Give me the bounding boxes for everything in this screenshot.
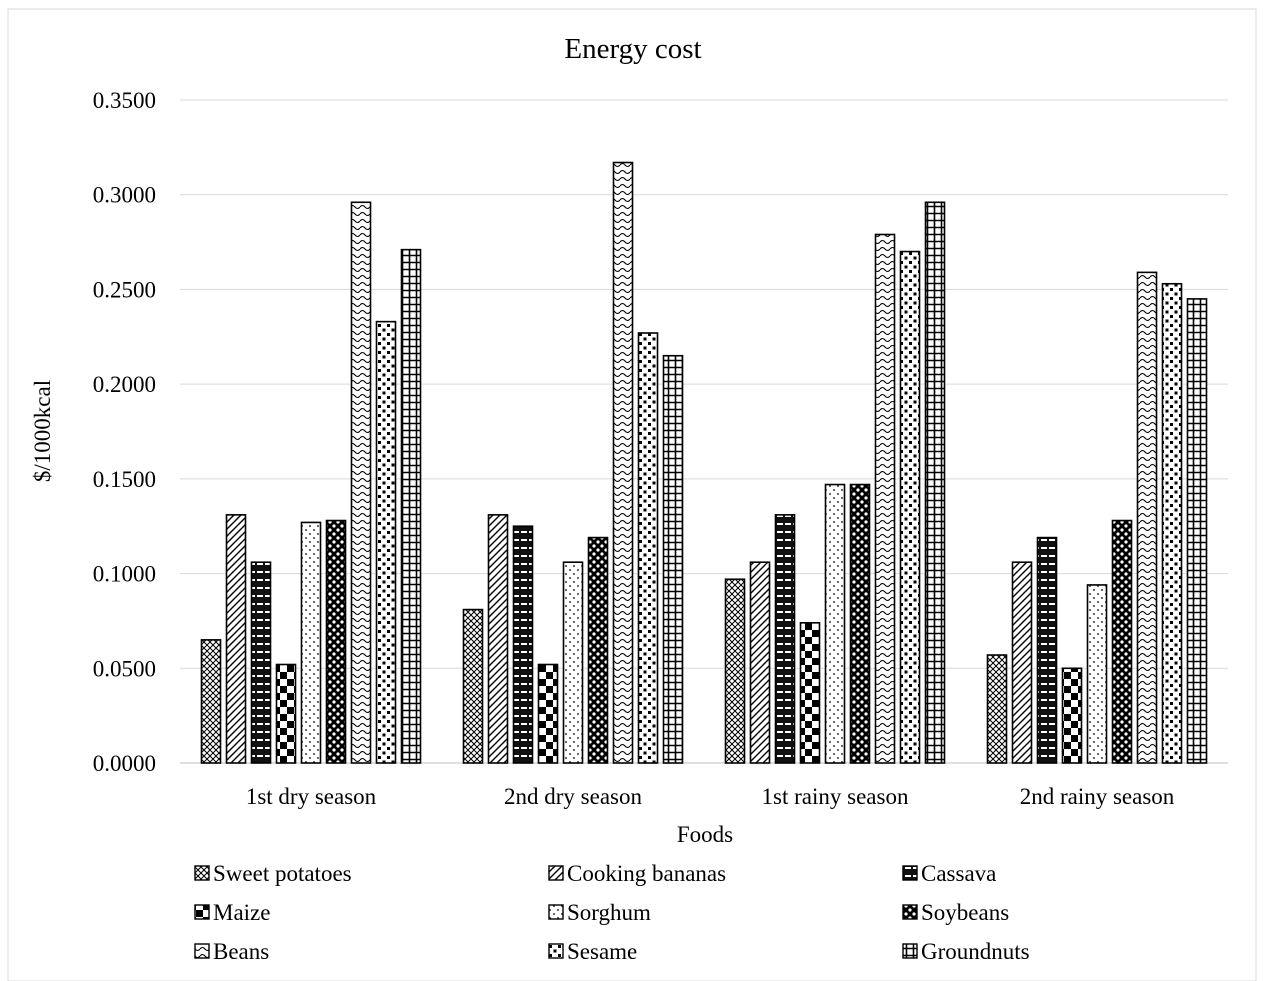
- bar: [325, 519, 347, 764]
- legend-swatch: [902, 865, 918, 881]
- bar: [400, 248, 422, 764]
- x-tick-labels: 1st dry season 2nd dry season 1st rainy se…: [246, 784, 1175, 809]
- bar: [275, 663, 297, 764]
- x-axis-label: Foods: [677, 822, 733, 847]
- bar: [487, 514, 509, 764]
- bar: [849, 483, 871, 764]
- x-tick-label: 1st dry season: [246, 784, 377, 809]
- bar: [824, 483, 846, 764]
- bar: [986, 654, 1008, 764]
- chart-title: Energy cost: [564, 33, 701, 65]
- x-tick-label: 1st rainy season: [762, 784, 909, 809]
- legend-swatch: [902, 943, 918, 959]
- legend-label: Sweet potatoes: [213, 861, 352, 886]
- x-tick-label: 2nd rainy season: [1020, 784, 1175, 809]
- bar: [924, 201, 946, 764]
- legend-label: Sorghum: [567, 900, 651, 925]
- bar: [1186, 298, 1208, 764]
- bar: [1161, 282, 1183, 764]
- legend-label: Sesame: [567, 939, 637, 964]
- legend-label: Maize: [213, 900, 270, 925]
- bar: [1011, 561, 1033, 764]
- y-tick-label: 0.3500: [93, 88, 156, 113]
- y-tick-label: 0.0500: [93, 656, 156, 681]
- bar: [874, 233, 896, 764]
- legend-label: Groundnuts: [921, 939, 1030, 964]
- y-tick-label: 0.0000: [93, 751, 156, 776]
- legend-swatch: [548, 904, 564, 920]
- bar: [375, 320, 397, 764]
- bar: [537, 663, 559, 764]
- bar: [587, 536, 609, 764]
- y-tick-label: 0.1000: [93, 562, 156, 587]
- bar: [612, 161, 634, 764]
- bar: [799, 622, 821, 764]
- bar: [200, 639, 222, 764]
- bar: [1086, 584, 1108, 764]
- legend-swatch: [548, 865, 564, 881]
- legend-swatch: [194, 904, 210, 920]
- bar: [637, 332, 659, 764]
- y-tick-label: 0.3000: [93, 183, 156, 208]
- bar: [749, 561, 771, 764]
- bar: [462, 608, 484, 764]
- legend-swatch: [548, 943, 564, 959]
- bar: [225, 514, 247, 764]
- legend-label: Cassava: [921, 861, 996, 886]
- bar: [250, 561, 272, 764]
- bar: [1061, 667, 1083, 764]
- y-tick-label: 0.1500: [93, 467, 156, 492]
- y-axis-label: $/1000kcal: [30, 380, 55, 482]
- legend-label: Soybeans: [921, 900, 1009, 925]
- y-tick-label: 0.2500: [93, 277, 156, 302]
- bar: [512, 525, 534, 764]
- legend-label: Cooking bananas: [567, 861, 726, 886]
- x-tick-label: 2nd dry season: [504, 784, 642, 809]
- bar: [300, 521, 322, 764]
- bar: [1036, 536, 1058, 764]
- legend: Sweet potatoes Cooking bananas Cassava Maiz…: [194, 861, 1030, 964]
- y-tick-labels: 0.0000 0.0500 0.1000 0.1500 0.2000 0.2500 0.30…: [93, 88, 156, 776]
- bars: [200, 161, 1208, 764]
- legend-swatch: [194, 943, 210, 959]
- bar: [350, 201, 372, 764]
- bar: [1136, 271, 1158, 764]
- legend-label: Beans: [213, 939, 269, 964]
- bar: [724, 578, 746, 764]
- bar: [899, 250, 921, 764]
- bar: [562, 561, 584, 764]
- legend-swatch: [902, 904, 918, 920]
- bar: [1111, 519, 1133, 764]
- legend-swatch: [194, 865, 210, 881]
- bar: [662, 354, 684, 764]
- bar: [774, 514, 796, 764]
- y-tick-label: 0.2000: [93, 372, 156, 397]
